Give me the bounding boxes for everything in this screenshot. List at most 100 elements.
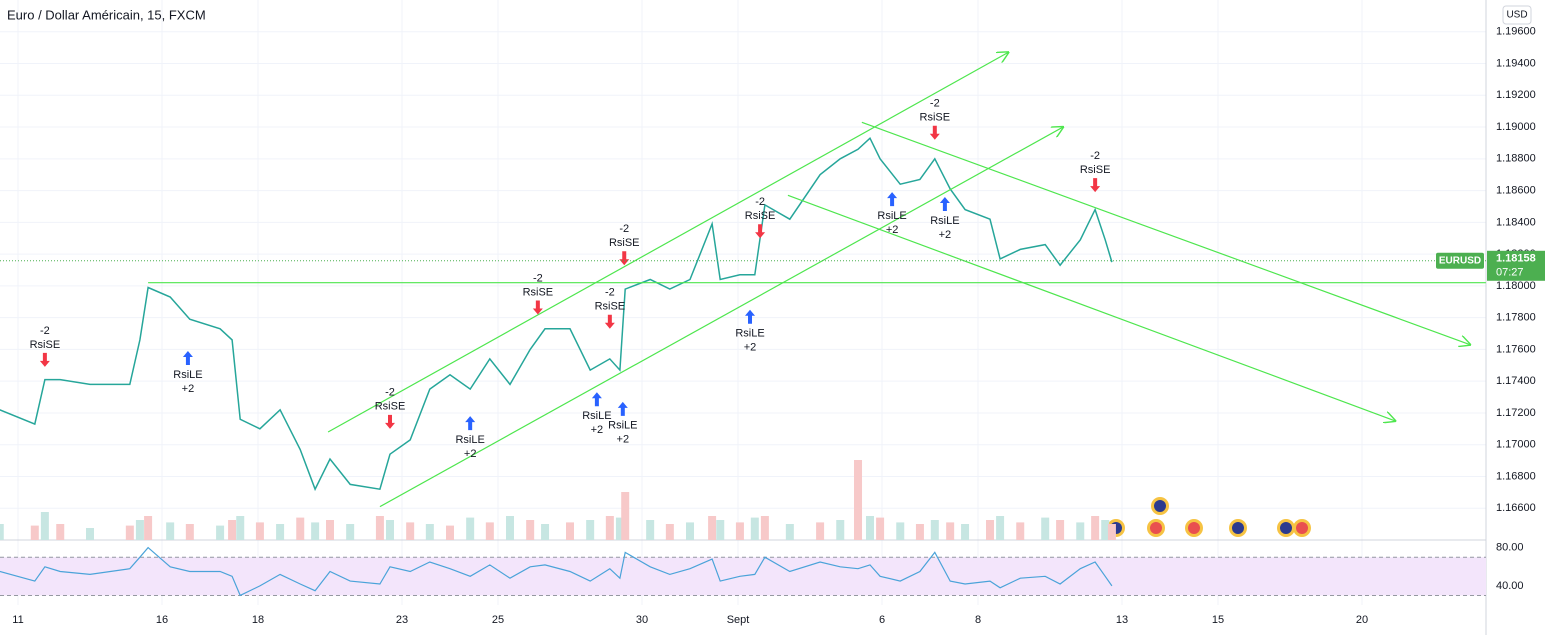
rsi-tick-label: 80.00	[1496, 542, 1524, 554]
volume-bar	[946, 522, 955, 540]
x-tick-label: 11	[12, 614, 23, 626]
signal-label: RsiLE	[582, 410, 611, 422]
signal-qty: -2	[40, 325, 50, 337]
trendline	[787, 194, 1395, 421]
last-price-value: 1.18158	[1496, 253, 1536, 265]
volume-bar	[854, 460, 863, 540]
volume-bar	[605, 516, 614, 540]
volume-bar	[506, 516, 515, 540]
signal-arrow	[887, 192, 898, 207]
currency-button[interactable]	[1502, 5, 1532, 25]
last-price-name: EURUSD	[1439, 255, 1481, 266]
volume-bar	[760, 516, 769, 540]
x-tick-label: 30	[636, 614, 648, 626]
volume-bar	[276, 524, 285, 540]
signal-qty: +2	[182, 383, 195, 395]
y-tick-label: 1.18000	[1496, 280, 1536, 292]
y-tick-label: 1.19400	[1496, 57, 1536, 69]
signal-qty: -2	[619, 223, 629, 235]
signal-arrow	[604, 314, 615, 329]
volume-bar	[56, 524, 65, 540]
volume-bar	[216, 525, 225, 540]
volume-bar	[1107, 524, 1116, 540]
volume-bar	[896, 522, 905, 540]
volume-bar	[866, 516, 875, 540]
volume-bar	[915, 524, 924, 540]
trendline	[861, 121, 1470, 344]
volume-bar	[686, 522, 695, 540]
signal-arrow	[929, 125, 940, 140]
volume-bar	[236, 516, 245, 540]
y-tick-label: 1.17800	[1496, 312, 1536, 324]
y-tick-label: 1.19600	[1496, 26, 1536, 38]
signal-label: RsiLE	[455, 434, 484, 446]
y-tick-label: 1.17400	[1496, 375, 1536, 387]
volume-bar	[135, 520, 144, 540]
volume-bar	[166, 522, 175, 540]
volume-bar	[326, 520, 335, 540]
x-tick-label: 18	[252, 614, 264, 626]
x-tick-label: 6	[879, 614, 885, 626]
signal-label: RsiSE	[920, 112, 951, 124]
signal-label: RsiSE	[523, 286, 554, 298]
signal-qty: -2	[1090, 150, 1100, 162]
volume-bar	[406, 522, 415, 540]
signal-label: RsiLE	[735, 328, 764, 340]
last-price-box	[1487, 250, 1545, 281]
signal-label: RsiSE	[745, 210, 776, 222]
signal-qty: +2	[464, 448, 477, 460]
signal-arrow	[755, 224, 766, 239]
y-tick-label: 1.16800	[1496, 470, 1536, 482]
volume-bar	[566, 522, 575, 540]
series-line	[0, 136, 1113, 492]
grid	[0, 0, 1486, 605]
signal-qty: +2	[591, 424, 604, 436]
signal-label: RsiSE	[609, 237, 640, 249]
signal-arrow	[617, 401, 628, 416]
volume-bar	[144, 516, 153, 540]
volume-bar	[708, 516, 717, 540]
volume-bar	[876, 517, 885, 540]
signal-qty: +2	[744, 342, 757, 354]
volume-bar	[375, 516, 384, 540]
signal-arrow	[465, 416, 476, 431]
x-tick-label: 16	[156, 614, 168, 626]
series-line	[0, 546, 1113, 597]
y-tick-label: 1.18600	[1496, 184, 1536, 196]
volume-bar	[466, 517, 475, 540]
volume-bar	[836, 520, 845, 540]
volume-bar	[425, 524, 434, 540]
volume-bar	[996, 516, 1005, 540]
volume-bar	[0, 524, 4, 540]
signal-qty: +2	[939, 229, 952, 241]
volume-bar	[1101, 520, 1110, 540]
volume-bar	[716, 520, 725, 540]
volume-bar	[735, 522, 744, 540]
y-tick-label: 1.17600	[1496, 343, 1536, 355]
chart-title: Euro / Dollar Américain, 15, FXCM	[7, 7, 206, 22]
y-tick-label: 1.16600	[1496, 502, 1536, 514]
volume-bar	[296, 517, 305, 540]
volume-bar	[930, 520, 939, 540]
signal-arrow	[39, 352, 50, 367]
y-tick-label: 1.18400	[1496, 216, 1536, 228]
signal-label: RsiSE	[375, 401, 406, 413]
volume-bar	[125, 525, 134, 540]
volume-bar	[311, 522, 320, 540]
signal-arrow	[385, 414, 396, 429]
signal-label: RsiSE	[595, 301, 626, 313]
signal-arrow	[619, 251, 630, 266]
trendline	[379, 127, 1063, 508]
volume-bar	[586, 520, 595, 540]
x-tick-label: 15	[1212, 614, 1224, 626]
x-tick-label: 13	[1116, 614, 1128, 626]
last-price-countdown: 07:27	[1496, 267, 1524, 279]
volume-bar	[986, 520, 995, 540]
signal-qty: -2	[533, 272, 543, 284]
signal-qty: +2	[886, 224, 899, 236]
signal-label: RsiLE	[877, 210, 906, 222]
currency[interactable]: USD	[1506, 10, 1527, 21]
volume-bar	[485, 522, 494, 540]
volume-bar	[615, 517, 624, 540]
